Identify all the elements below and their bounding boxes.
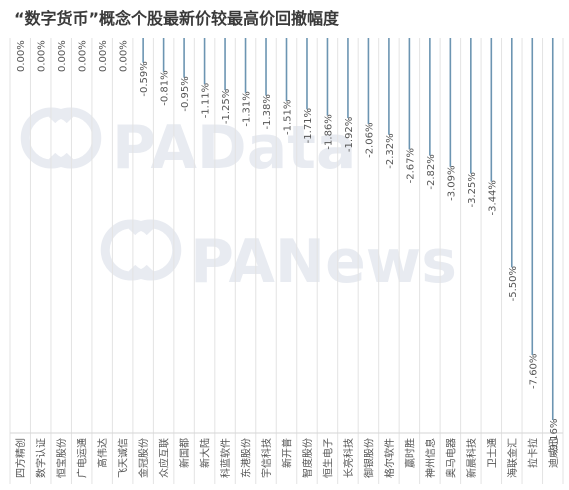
data-label: 0.00%	[57, 40, 68, 72]
data-label: -1.86%	[323, 114, 334, 149]
bar	[285, 38, 288, 101]
category-label: 数字认证	[35, 438, 48, 478]
bar	[306, 38, 308, 110]
category-label: 众应互联	[158, 438, 171, 478]
category-label: 御银股份	[362, 438, 375, 478]
category-label: 迪威迅	[547, 438, 560, 468]
bar	[142, 38, 144, 63]
data-label: -1.92%	[344, 117, 355, 152]
data-label: 0.00%	[78, 40, 89, 72]
bar	[531, 38, 534, 355]
data-label: -0.95%	[180, 76, 191, 111]
category-label: 宇信科技	[260, 438, 273, 478]
category-label: 神州信息	[424, 438, 437, 478]
bar	[203, 38, 206, 85]
data-label: 0.00%	[16, 40, 27, 72]
bar	[162, 38, 165, 72]
category-label: 东港股份	[240, 438, 253, 478]
data-label: 0.00%	[98, 40, 109, 72]
data-label: -2.82%	[426, 154, 437, 189]
data-label: -2.06%	[364, 123, 375, 158]
bar	[551, 38, 554, 420]
category-label: 新晨科技	[465, 438, 478, 478]
bar	[470, 38, 472, 174]
data-label: -0.81%	[160, 70, 171, 105]
data-label: -5.50%	[508, 266, 519, 301]
category-label: 奥马电器	[444, 438, 457, 478]
bar	[347, 38, 349, 119]
bar	[388, 38, 390, 135]
category-label: 拉卡拉	[526, 438, 539, 468]
data-label: -3.44%	[487, 180, 498, 215]
category-label: 新国都	[178, 438, 191, 468]
bar	[265, 38, 267, 96]
grid-lines	[9, 38, 564, 484]
data-label: -1.38%	[262, 94, 273, 129]
category-label: 卫士通	[485, 438, 498, 468]
data-label: -1.31%	[242, 91, 253, 126]
category-label: 新开普	[281, 438, 294, 468]
bar	[510, 38, 513, 268]
bar	[326, 38, 329, 116]
category-label: 海联金汇	[506, 438, 519, 478]
data-label: -1.25%	[221, 89, 232, 124]
data-label: -1.11%	[201, 83, 212, 118]
category-label: 格尔软件	[383, 438, 396, 478]
category-label: 科蓝软件	[219, 438, 232, 478]
chart-title: “数字货币”概念个股最新价较最高价回撤幅度	[14, 9, 340, 28]
category-label: 智度股份	[301, 438, 314, 478]
data-label: -2.67%	[405, 148, 416, 183]
bar	[183, 38, 185, 78]
category-label: 四方精创	[14, 438, 27, 478]
bar	[490, 38, 493, 182]
category-label: 赢时胜	[403, 438, 416, 468]
category-label: 长亮科技	[342, 438, 355, 478]
bar	[429, 38, 431, 156]
bar	[224, 38, 226, 91]
bar	[244, 38, 247, 93]
data-label: -3.09%	[446, 165, 457, 200]
category-label: 高伟达	[96, 438, 109, 468]
category-label: 广电运通	[76, 438, 89, 478]
category-label: 恒宝股份	[55, 438, 68, 478]
data-label: -2.32%	[385, 133, 396, 168]
data-label: -7.60%	[528, 354, 539, 389]
data-label: -1.51%	[283, 100, 294, 135]
bar	[367, 38, 370, 124]
data-label: -9.16%	[549, 419, 560, 454]
category-label: 恒生电子	[321, 438, 334, 478]
category-label: 新大陆	[199, 438, 212, 468]
category-label: 金冠股份	[137, 438, 150, 478]
bar	[449, 38, 452, 167]
data-label: -1.71%	[303, 108, 314, 143]
data-label: 0.00%	[119, 40, 130, 72]
category-label: 飞天诚信	[118, 438, 130, 478]
data-label: -0.59%	[139, 61, 150, 96]
data-label: 0.00%	[37, 40, 48, 72]
bar	[408, 38, 411, 150]
data-label: -3.25%	[467, 172, 478, 207]
